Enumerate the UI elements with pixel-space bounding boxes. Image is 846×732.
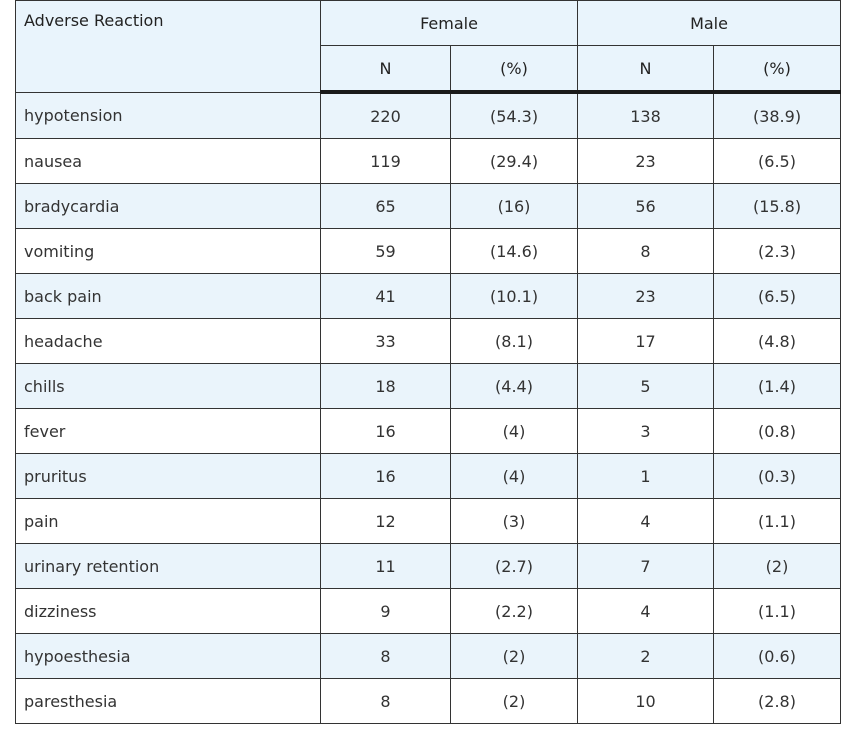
cell-reaction: fever — [15, 408, 321, 454]
table-row: pruritus 16 (4) 1 (0.3) — [15, 453, 842, 499]
table-row: pain 12 (3) 4 (1.1) — [15, 498, 842, 544]
cell-female-n: 220 — [320, 91, 451, 139]
cell-male-pct: (38.9) — [713, 91, 842, 139]
cell-reaction: pain — [15, 498, 321, 544]
header-female: Female — [319, 0, 579, 46]
adverse-reaction-table: Adverse Reaction Female Male N (%) N (%)… — [15, 0, 842, 724]
table-row: hypoesthesia 8 (2) 2 (0.6) — [15, 633, 842, 679]
header-adverse-reaction: Adverse Reaction — [15, 0, 321, 93]
cell-female-n: 11 — [320, 543, 451, 589]
cell-male-n: 4 — [577, 588, 715, 634]
cell-male-n: 2 — [577, 633, 715, 679]
table-row: chills 18 (4.4) 5 (1.4) — [15, 363, 842, 409]
cell-male-pct: (2) — [713, 543, 842, 589]
cell-reaction: hypotension — [15, 91, 321, 139]
cell-male-pct: (1.4) — [713, 363, 842, 409]
cell-female-pct: (4.4) — [449, 363, 579, 409]
cell-male-pct: (6.5) — [713, 273, 842, 319]
cell-reaction: chills — [15, 363, 321, 409]
cell-female-n: 8 — [320, 678, 451, 724]
cell-male-pct: (1.1) — [713, 498, 842, 544]
cell-male-n: 1 — [577, 453, 715, 499]
cell-reaction: vomiting — [15, 228, 321, 274]
cell-male-n: 3 — [577, 408, 715, 454]
cell-female-n: 9 — [320, 588, 451, 634]
cell-reaction: paresthesia — [15, 678, 321, 724]
cell-reaction: headache — [15, 318, 321, 364]
cell-male-pct: (0.6) — [713, 633, 842, 679]
cell-female-n: 16 — [320, 453, 451, 499]
table-row: paresthesia 8 (2) 10 (2.8) — [15, 678, 842, 724]
cell-male-n: 8 — [577, 228, 715, 274]
cell-female-pct: (16) — [449, 183, 579, 229]
cell-reaction: dizziness — [15, 588, 321, 634]
cell-female-n: 65 — [320, 183, 451, 229]
table-row: fever 16 (4) 3 (0.8) — [15, 408, 842, 454]
header-male-pct: (%) — [713, 45, 842, 94]
cell-male-pct: (0.3) — [713, 453, 842, 499]
header-female-n: N — [320, 45, 451, 94]
table-header: Adverse Reaction Female Male N (%) N (%) — [15, 0, 842, 94]
header-male-n: N — [577, 45, 715, 94]
cell-female-pct: (4) — [449, 453, 579, 499]
cell-male-pct: (6.5) — [713, 138, 842, 184]
cell-female-pct: (29.4) — [449, 138, 579, 184]
cell-female-pct: (3) — [449, 498, 579, 544]
cell-female-n: 12 — [320, 498, 451, 544]
cell-male-n: 4 — [577, 498, 715, 544]
cell-female-n: 8 — [320, 633, 451, 679]
cell-male-n: 23 — [577, 138, 715, 184]
cell-reaction: back pain — [15, 273, 321, 319]
cell-female-pct: (8.1) — [449, 318, 579, 364]
cell-female-pct: (2) — [449, 633, 579, 679]
table-row: urinary retention 11 (2.7) 7 (2) — [15, 543, 842, 589]
cell-female-n: 18 — [320, 363, 451, 409]
header-row-groups: Adverse Reaction Female Male — [15, 0, 842, 93]
cell-female-n: 16 — [320, 408, 451, 454]
table-row: bradycardia 65 (16) 56 (15.8) — [15, 183, 842, 229]
cell-reaction: urinary retention — [15, 543, 321, 589]
cell-reaction: bradycardia — [15, 183, 321, 229]
table-row: hypotension 220 (54.3) 138 (38.9) — [15, 91, 842, 139]
cell-male-pct: (1.1) — [713, 588, 842, 634]
cell-female-n: 59 — [320, 228, 451, 274]
cell-male-pct: (2.3) — [713, 228, 842, 274]
table-row: vomiting 59 (14.6) 8 (2.3) — [15, 228, 842, 274]
cell-male-n: 56 — [577, 183, 715, 229]
table-row: headache 33 (8.1) 17 (4.8) — [15, 318, 842, 364]
header-female-pct: (%) — [449, 45, 579, 94]
cell-female-n: 33 — [320, 318, 451, 364]
table-row: dizziness 9 (2.2) 4 (1.1) — [15, 588, 842, 634]
header-male: Male — [577, 0, 842, 46]
cell-male-n: 7 — [577, 543, 715, 589]
cell-male-pct: (15.8) — [713, 183, 842, 229]
cell-female-pct: (4) — [449, 408, 579, 454]
table-body: hypotension 220 (54.3) 138 (38.9) nausea 119 (2… — [15, 91, 842, 724]
cell-reaction: nausea — [15, 138, 321, 184]
cell-female-pct: (14.6) — [449, 228, 579, 274]
table-row: back pain 41 (10.1) 23 (6.5) — [15, 273, 842, 319]
cell-reaction: hypoesthesia — [15, 633, 321, 679]
cell-female-n: 119 — [320, 138, 451, 184]
cell-male-pct: (4.8) — [713, 318, 842, 364]
cell-female-n: 41 — [320, 273, 451, 319]
cell-female-pct: (10.1) — [449, 273, 579, 319]
cell-male-n: 17 — [577, 318, 715, 364]
cell-female-pct: (54.3) — [449, 91, 579, 139]
cell-male-pct: (0.8) — [713, 408, 842, 454]
cell-male-n: 138 — [577, 91, 715, 139]
cell-female-pct: (2.7) — [449, 543, 579, 589]
cell-reaction: pruritus — [15, 453, 321, 499]
cell-male-pct: (2.8) — [713, 678, 842, 724]
cell-female-pct: (2.2) — [449, 588, 579, 634]
cell-male-n: 10 — [577, 678, 715, 724]
cell-male-n: 23 — [577, 273, 715, 319]
cell-female-pct: (2) — [449, 678, 579, 724]
table-row: nausea 119 (29.4) 23 (6.5) — [15, 138, 842, 184]
header-row-sub: N (%) N (%) — [16, 45, 842, 94]
cell-male-n: 5 — [577, 363, 715, 409]
